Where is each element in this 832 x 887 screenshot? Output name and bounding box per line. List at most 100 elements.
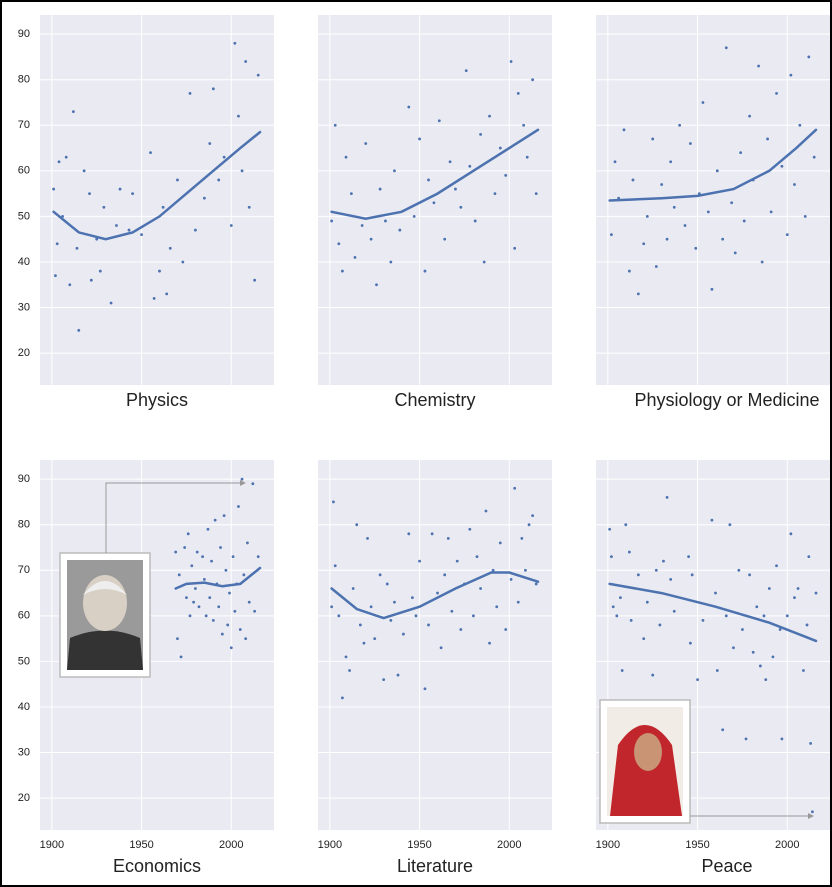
x-tick-label: 1950 bbox=[685, 839, 709, 851]
point bbox=[627, 550, 631, 554]
point bbox=[360, 224, 364, 227]
point bbox=[710, 287, 714, 291]
point bbox=[688, 142, 692, 145]
point bbox=[384, 219, 387, 223]
y-tick-label: 60 bbox=[18, 165, 30, 177]
point bbox=[407, 532, 411, 536]
point bbox=[402, 632, 405, 636]
point bbox=[195, 550, 199, 554]
point bbox=[760, 260, 764, 264]
point bbox=[793, 596, 796, 600]
point bbox=[764, 678, 768, 682]
point bbox=[771, 655, 775, 659]
point bbox=[358, 623, 362, 627]
point bbox=[176, 178, 179, 182]
point bbox=[672, 609, 676, 613]
panel-title: Economics bbox=[113, 856, 201, 876]
point bbox=[247, 600, 251, 604]
y-tick-label: 40 bbox=[18, 701, 30, 713]
x-tick-label: 1900 bbox=[318, 839, 342, 851]
x-tick-label: 2000 bbox=[775, 839, 799, 851]
y-tick-label: 70 bbox=[18, 119, 30, 131]
y-tick-label: 50 bbox=[18, 210, 30, 222]
point bbox=[439, 646, 443, 650]
point bbox=[341, 269, 344, 273]
panel bbox=[318, 460, 552, 830]
point bbox=[410, 596, 414, 600]
arrow-head bbox=[240, 480, 246, 486]
point bbox=[651, 673, 655, 677]
point bbox=[459, 205, 463, 209]
point bbox=[398, 228, 402, 232]
panel-title: Physiology or Medicine bbox=[634, 390, 819, 410]
x-tick-label: 1900 bbox=[596, 839, 620, 851]
point bbox=[208, 596, 212, 600]
point bbox=[412, 215, 416, 218]
point bbox=[509, 60, 513, 63]
point bbox=[636, 292, 640, 296]
point bbox=[468, 164, 472, 168]
panel-title: Chemistry bbox=[394, 390, 475, 410]
point bbox=[64, 155, 68, 159]
point bbox=[222, 155, 226, 159]
point bbox=[715, 669, 719, 672]
point bbox=[789, 73, 793, 77]
point bbox=[739, 151, 743, 155]
point bbox=[237, 505, 240, 508]
point bbox=[55, 242, 59, 246]
point bbox=[330, 605, 334, 609]
point bbox=[789, 532, 793, 536]
point bbox=[636, 573, 640, 577]
y-tick-label: 80 bbox=[18, 74, 30, 86]
point bbox=[432, 201, 436, 205]
point bbox=[464, 69, 468, 72]
y-tick-label: 50 bbox=[18, 655, 30, 667]
marks bbox=[608, 46, 818, 296]
point bbox=[407, 105, 411, 109]
point bbox=[414, 614, 418, 618]
point bbox=[504, 628, 508, 631]
point bbox=[531, 78, 535, 82]
point bbox=[88, 192, 91, 196]
point bbox=[488, 114, 491, 118]
point bbox=[513, 246, 517, 250]
panel bbox=[40, 15, 274, 385]
point bbox=[202, 577, 206, 581]
point bbox=[785, 614, 789, 618]
point bbox=[341, 696, 344, 700]
point bbox=[796, 587, 800, 590]
point bbox=[622, 128, 626, 132]
point bbox=[253, 609, 257, 613]
point bbox=[220, 632, 224, 636]
point bbox=[375, 283, 378, 287]
point bbox=[694, 246, 698, 250]
point bbox=[450, 609, 454, 613]
point bbox=[488, 641, 491, 645]
point bbox=[446, 536, 450, 540]
point bbox=[355, 523, 359, 527]
panel bbox=[318, 15, 552, 385]
point bbox=[351, 587, 355, 590]
point bbox=[185, 596, 188, 600]
point bbox=[349, 192, 353, 196]
trend-line bbox=[608, 582, 818, 643]
point bbox=[769, 210, 773, 214]
photo-face bbox=[634, 733, 662, 771]
point bbox=[473, 219, 477, 223]
point bbox=[522, 123, 526, 127]
plot-area bbox=[318, 460, 552, 830]
point bbox=[645, 600, 649, 604]
point bbox=[475, 555, 479, 559]
point bbox=[624, 523, 628, 527]
point bbox=[188, 91, 192, 95]
point bbox=[443, 573, 447, 577]
point bbox=[430, 532, 434, 536]
marks bbox=[330, 486, 540, 700]
point bbox=[678, 123, 682, 127]
point bbox=[389, 260, 393, 264]
y-tick-label: 30 bbox=[18, 746, 30, 758]
point bbox=[378, 573, 382, 577]
point bbox=[728, 523, 732, 527]
point bbox=[513, 486, 517, 490]
point bbox=[366, 536, 369, 540]
